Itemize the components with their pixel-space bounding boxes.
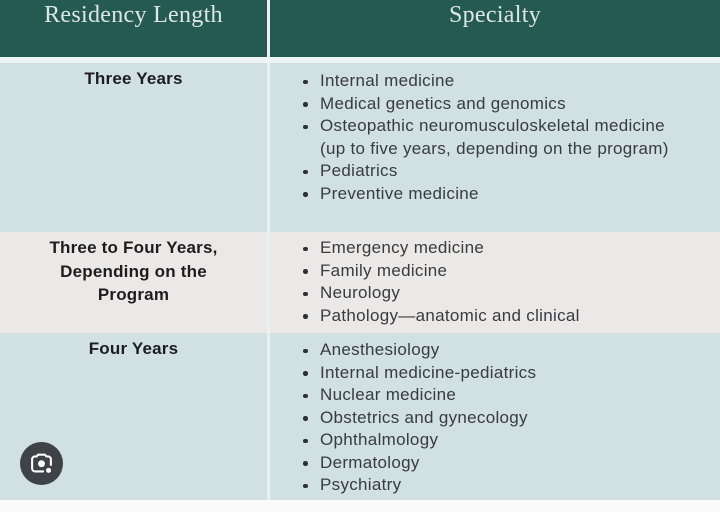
specialty-item: Psychiatry xyxy=(303,474,672,497)
specialty-cell: Internal medicine Medical genetics and ge… xyxy=(270,63,720,232)
specialty-item: Medical genetics and genomics xyxy=(303,93,672,116)
specialty-item: Neurology xyxy=(303,282,672,305)
residency-length-label: Three Years xyxy=(84,69,183,88)
residency-length-header: Residency Length xyxy=(44,2,223,28)
specialty-list: Anesthesiology Internal medicine-pediatri… xyxy=(270,333,720,497)
specialty-item: Pediatrics xyxy=(303,160,672,183)
google-lens-icon xyxy=(31,453,52,473)
table-header-row: Residency Length Specialty xyxy=(0,0,720,57)
specialty-item: Pathology—anatomic and clinical xyxy=(303,305,672,328)
length-cell: Three Years xyxy=(0,63,267,232)
google-lens-button[interactable] xyxy=(20,442,63,485)
residency-length-label: Four Years xyxy=(88,339,179,358)
specialty-item: Osteopathic neuromusculoskeletal medicin… xyxy=(303,115,672,160)
specialty-header: Specialty xyxy=(448,2,541,28)
specialty-item: Nuclear medicine xyxy=(303,384,672,407)
specialty-cell: Anesthesiology Internal medicine-pediatri… xyxy=(270,333,720,500)
header-cell-residency-length: Residency Length xyxy=(0,0,267,57)
header-separator xyxy=(0,57,720,63)
bottom-margin xyxy=(0,500,720,512)
specialty-cell: Emergency medicine Family medicine Neurolo… xyxy=(270,232,720,333)
specialty-item: Internal medicine-pediatrics xyxy=(303,362,672,385)
specialty-item: Dermatology xyxy=(303,452,672,475)
specialty-item: Emergency medicine xyxy=(303,237,672,260)
column-divider xyxy=(267,0,270,57)
column-divider xyxy=(267,232,270,333)
table-row-three-to-four-years: Three to Four Years, Depending on the Pr… xyxy=(0,232,720,333)
table-row-three-years: Three Years Internal medicine Medical gen… xyxy=(0,63,720,232)
length-cell: Three to Four Years, Depending on the Pr… xyxy=(0,232,267,333)
column-divider xyxy=(267,63,270,232)
specialty-list: Internal medicine Medical genetics and ge… xyxy=(270,63,720,205)
table-row-four-years: Four Years Anesthesiology Internal medici… xyxy=(0,333,720,500)
column-divider xyxy=(267,333,270,500)
specialty-list: Emergency medicine Family medicine Neurolo… xyxy=(270,232,720,327)
specialty-item: Internal medicine xyxy=(303,70,672,93)
specialty-item: Preventive medicine xyxy=(303,183,672,206)
residency-length-label: Three to Four Years, Depending on the Pr… xyxy=(49,238,218,304)
header-cell-specialty: Specialty xyxy=(270,0,720,57)
specialty-item: Ophthalmology xyxy=(303,429,672,452)
specialty-item: Family medicine xyxy=(303,260,672,283)
specialty-item: Anesthesiology xyxy=(303,339,672,362)
specialty-item: Obstetrics and gynecology xyxy=(303,407,672,430)
